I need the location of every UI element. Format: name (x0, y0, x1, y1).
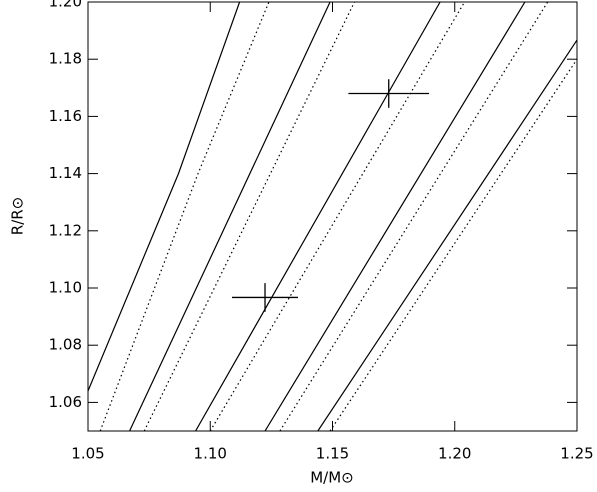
model-line (329, 58, 577, 431)
model-line (317, 39, 577, 431)
model-line (143, 2, 356, 431)
x-tick-label: 1.25 (560, 445, 593, 463)
model-line (88, 2, 241, 392)
x-tick-label: 1.15 (316, 445, 349, 463)
y-tick-label: 1.20 (49, 0, 82, 11)
y-tick-label: 1.18 (49, 50, 82, 68)
model-line (195, 2, 441, 431)
x-tick-label: 1.20 (438, 445, 471, 463)
model-line (209, 2, 466, 431)
y-tick-label: 1.08 (49, 336, 82, 354)
y-tick-label: 1.16 (49, 107, 82, 125)
model-line (99, 2, 270, 431)
y-tick-label: 1.06 (49, 393, 82, 411)
y-tick-label: 1.12 (49, 221, 82, 239)
model-line (264, 2, 526, 431)
y-tick-label: 1.14 (49, 164, 82, 182)
y-axis-label: R/R⊙ (9, 197, 27, 235)
plot-frame (87, 1, 578, 432)
x-axis-label: M/M⊙ (310, 469, 354, 487)
x-tick-label: 1.05 (71, 445, 104, 463)
x-tick-label: 1.10 (194, 445, 227, 463)
y-tick-label: 1.10 (49, 279, 82, 297)
model-line (279, 2, 549, 431)
plot-area (88, 2, 577, 431)
model-line (129, 2, 331, 431)
